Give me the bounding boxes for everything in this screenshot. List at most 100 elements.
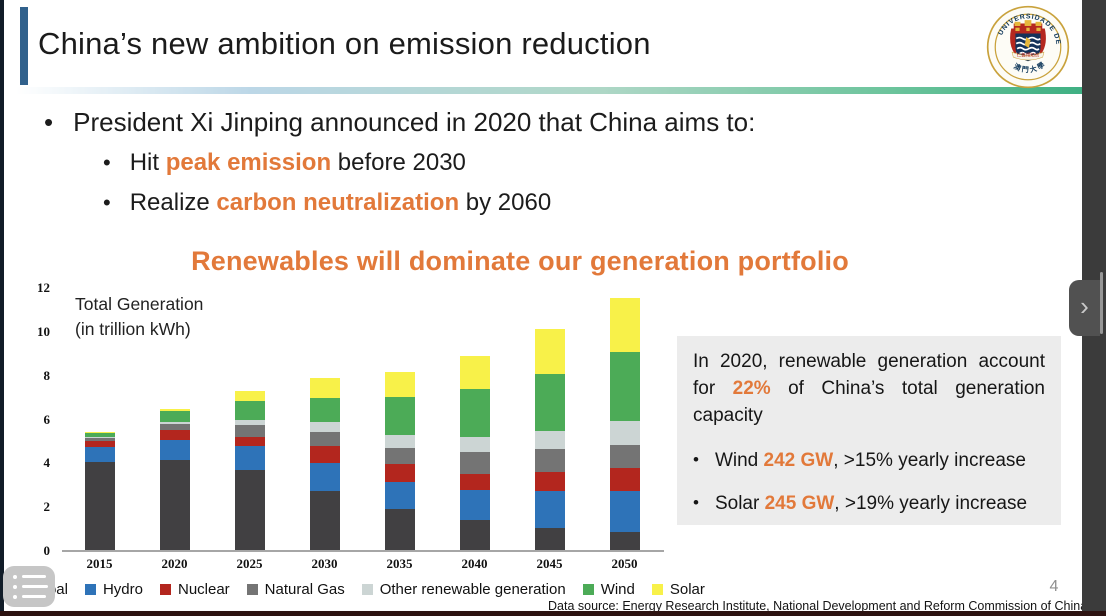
x-tick-label: 2020 bbox=[161, 556, 188, 571]
bar-segment-coal bbox=[384, 509, 415, 551]
bullet-announcement: • President Xi Jinping announced in 2020 … bbox=[44, 107, 756, 137]
stacked-bar-2020 bbox=[159, 408, 190, 551]
bar-segment-coal bbox=[84, 462, 115, 551]
y-tick-label: 2 bbox=[43, 499, 51, 515]
bar-segment-other-renewable-generation bbox=[309, 421, 340, 432]
chart-title: Renewables will dominate our generation … bbox=[191, 246, 849, 276]
bar-segment-coal bbox=[459, 520, 490, 551]
list-icon bbox=[13, 594, 55, 599]
bar-segment-hydro bbox=[84, 446, 115, 463]
y-tick-label: 4 bbox=[43, 455, 51, 471]
y-tick-label: 12 bbox=[37, 280, 50, 295]
bar-segment-natural-gas bbox=[459, 452, 490, 475]
svg-text:仁義禮知信: 仁義禮知信 bbox=[1017, 52, 1040, 59]
bar-segment-natural-gas bbox=[159, 423, 190, 431]
legend-swatch bbox=[246, 584, 258, 595]
bar-segment-coal bbox=[234, 469, 265, 551]
x-tick-label: 2045 bbox=[536, 556, 563, 571]
stacked-bar-2040 bbox=[459, 356, 490, 551]
bar-segment-natural-gas bbox=[234, 425, 265, 438]
bar-segment-coal bbox=[159, 460, 190, 551]
legend-swatch bbox=[84, 584, 96, 595]
university-of-macau-logo: UNIVERSIDADE DE MACAU 仁義禮知信 澳 門 大 學 bbox=[986, 5, 1070, 89]
bar-segment-nuclear bbox=[609, 467, 640, 491]
bar-segment-hydro bbox=[459, 489, 490, 521]
bar-segment-nuclear bbox=[384, 464, 415, 482]
bar-segment-other-renewable-generation bbox=[609, 420, 640, 445]
legend-label: Other renewable generation bbox=[379, 581, 566, 598]
bar-segment-other-renewable-generation bbox=[459, 437, 490, 453]
bar-segment-wind bbox=[384, 396, 415, 435]
info-bullet-wind: • Wind 242 GW, >15% yearly increase bbox=[693, 449, 1026, 471]
bar-segment-wind bbox=[609, 351, 640, 421]
legend-swatch bbox=[361, 584, 373, 595]
slide-menu-button[interactable] bbox=[3, 566, 55, 607]
bar-segment-hydro bbox=[309, 463, 340, 491]
legend-item-wind: Wind bbox=[582, 581, 635, 598]
stacked-bar-2035 bbox=[384, 372, 415, 551]
x-tick-label: 2050 bbox=[611, 556, 638, 571]
bar-segment-nuclear bbox=[159, 430, 190, 441]
bar-segment-other-renewable-generation bbox=[84, 437, 115, 439]
bar-segment-wind bbox=[309, 397, 340, 422]
chart-plot bbox=[62, 288, 662, 551]
title-underline bbox=[16, 87, 1082, 94]
info-bullet-solar: • Solar 245 GW, >19% yearly increase bbox=[693, 492, 1028, 514]
y-tick-label: 10 bbox=[37, 323, 50, 339]
bar-segment-hydro bbox=[234, 445, 265, 470]
list-icon bbox=[13, 584, 55, 589]
bar-segment-other-renewable-generation bbox=[234, 419, 265, 426]
viewer-left-edge bbox=[0, 0, 4, 616]
bar-segment-solar bbox=[309, 377, 340, 398]
x-tick-label: 2025 bbox=[236, 556, 263, 571]
bullet-carbon-neutral: • Realize carbon neutralization by 2060 bbox=[103, 189, 552, 216]
bar-segment-wind bbox=[159, 410, 190, 422]
legend-swatch bbox=[159, 584, 171, 595]
viewer-bottom-bar bbox=[0, 611, 1106, 616]
chart-annotation: Total Generation (in trillion kWh) bbox=[75, 294, 204, 340]
info-paragraph: In 2020, renewable generation account fo… bbox=[693, 351, 1045, 426]
y-tick-label: 6 bbox=[43, 411, 51, 427]
scrollbar-thumb[interactable] bbox=[1100, 272, 1103, 334]
legend-swatch bbox=[651, 584, 663, 595]
stacked-bar-2025 bbox=[234, 391, 265, 551]
bar-segment-nuclear bbox=[84, 441, 115, 447]
bar-segment-other-renewable-generation bbox=[159, 421, 190, 424]
next-slide-button[interactable]: › bbox=[1069, 280, 1100, 336]
bar-segment-coal bbox=[534, 528, 565, 551]
page-number: 4 bbox=[1049, 578, 1059, 595]
bar-segment-nuclear bbox=[309, 445, 340, 464]
x-tick-label: 2030 bbox=[311, 556, 338, 571]
bar-segment-coal bbox=[609, 532, 640, 551]
bar-segment-hydro bbox=[609, 490, 640, 533]
bar-segment-solar bbox=[84, 431, 115, 433]
x-tick-label: 2040 bbox=[461, 556, 488, 571]
bar-segment-other-renewable-generation bbox=[384, 434, 415, 448]
bar-segment-solar bbox=[609, 297, 640, 352]
bar-segment-solar bbox=[159, 408, 190, 411]
title-accent-bar bbox=[20, 7, 28, 85]
stacked-bar-2015 bbox=[84, 431, 115, 551]
bar-segment-natural-gas bbox=[534, 449, 565, 473]
page-title: China’s new ambition on emission reducti… bbox=[38, 26, 651, 61]
legend-label: Nuclear bbox=[177, 581, 230, 598]
bar-segment-solar bbox=[234, 391, 265, 401]
crest: 仁義禮知信 bbox=[1010, 20, 1046, 62]
bar-segment-nuclear bbox=[459, 474, 490, 490]
legend-item-other-renewable-generation: Other renewable generation bbox=[361, 581, 566, 598]
legend-label: Solar bbox=[669, 581, 705, 598]
bar-segment-natural-gas bbox=[84, 438, 115, 442]
bar-segment-natural-gas bbox=[309, 431, 340, 446]
legend-label: Wind bbox=[600, 581, 635, 598]
y-tick-label: 8 bbox=[43, 367, 51, 383]
stacked-bar-2030 bbox=[309, 377, 340, 551]
bar-segment-solar bbox=[384, 372, 415, 397]
bar-segment-wind bbox=[534, 373, 565, 431]
bar-segment-natural-gas bbox=[609, 444, 640, 468]
bar-segment-solar bbox=[534, 328, 565, 374]
stacked-bar-2045 bbox=[534, 328, 565, 551]
legend-item-nuclear: Nuclear bbox=[159, 581, 230, 598]
legend-item-natural-gas: Natural Gas bbox=[246, 581, 345, 598]
x-tick-label: 2015 bbox=[86, 556, 113, 571]
